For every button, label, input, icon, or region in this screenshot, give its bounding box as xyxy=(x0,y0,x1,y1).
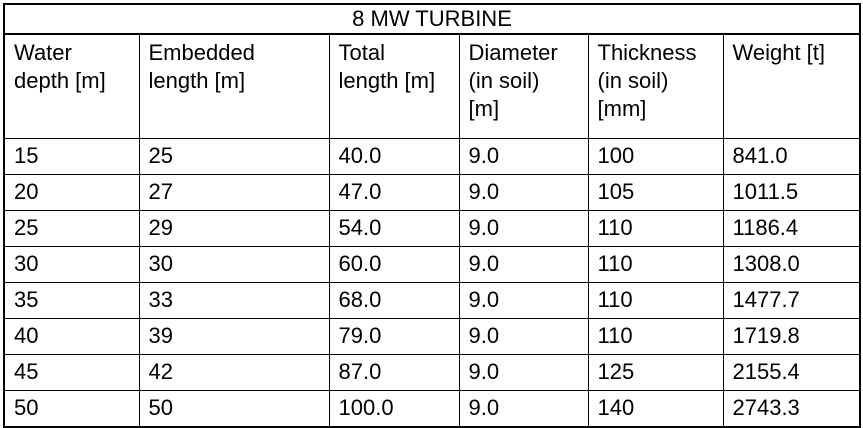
table-cell: 110 xyxy=(587,282,724,319)
header-line: (in soil) xyxy=(597,68,669,93)
table-cell: 9.0 xyxy=(458,174,589,211)
table-cell: 35 xyxy=(3,282,140,319)
header-line: (in soil) xyxy=(468,68,540,93)
table-title: 8 MW TURBINE xyxy=(3,3,861,35)
table-cell: 25 xyxy=(3,210,140,247)
table-cell: 140 xyxy=(587,390,724,428)
table-cell: 2155.4 xyxy=(722,354,861,391)
table-cell: 110 xyxy=(587,246,724,283)
table-row: 30 30 60.0 9.0 110 1308.0 xyxy=(3,246,861,283)
column-header-water-depth: Water depth [m] xyxy=(3,33,140,139)
table-cell: 54.0 xyxy=(328,210,460,247)
table-cell: 40.0 xyxy=(328,138,460,175)
table-row: 35 33 68.0 9.0 110 1477.7 xyxy=(3,282,861,319)
column-header-embedded-length: Embedded length [m] xyxy=(138,33,330,139)
table-row: 40 39 79.0 9.0 110 1719.8 xyxy=(3,318,861,355)
table-cell: 27 xyxy=(138,174,330,211)
table-cell: 79.0 xyxy=(328,318,460,355)
column-header-thickness: Thickness (in soil) [mm] xyxy=(587,33,724,139)
table-cell: 125 xyxy=(587,354,724,391)
table-cell: 29 xyxy=(138,210,330,247)
header-line: Thickness xyxy=(597,40,697,65)
table-row: 50 50 100.0 9.0 140 2743.3 xyxy=(3,390,861,428)
title-row: 8 MW TURBINE xyxy=(3,3,861,35)
header-line: length [m] xyxy=(148,68,246,93)
column-header-total-length: Total length [m] xyxy=(328,33,460,139)
table-cell: 1011.5 xyxy=(722,174,861,211)
table-row: 15 25 40.0 9.0 100 841.0 xyxy=(3,138,861,175)
table-cell: 841.0 xyxy=(722,138,861,175)
table-cell: 39 xyxy=(138,318,330,355)
table-cell: 9.0 xyxy=(458,282,589,319)
table-cell: 60.0 xyxy=(328,246,460,283)
table-cell: 2743.3 xyxy=(722,390,861,428)
header-line: Total xyxy=(338,40,385,65)
table-cell: 1477.7 xyxy=(722,282,861,319)
table-cell: 42 xyxy=(138,354,330,391)
header-line: [m] xyxy=(468,96,500,121)
table-cell: 9.0 xyxy=(458,246,589,283)
table-cell: 100 xyxy=(587,138,724,175)
table-cell: 68.0 xyxy=(328,282,460,319)
table-cell: 30 xyxy=(3,246,140,283)
header-line: Water xyxy=(14,40,72,65)
table-cell: 50 xyxy=(3,390,140,428)
table-cell: 110 xyxy=(587,318,724,355)
header-line: depth [m] xyxy=(14,68,106,93)
table-cell: 30 xyxy=(138,246,330,283)
table-cell: 20 xyxy=(3,174,140,211)
table-cell: 9.0 xyxy=(458,210,589,247)
table-cell: 1719.8 xyxy=(722,318,861,355)
table-cell: 9.0 xyxy=(458,354,589,391)
table-cell: 25 xyxy=(138,138,330,175)
turbine-spec-table-container: 8 MW TURBINE Water depth [m] Embedded le… xyxy=(3,3,862,428)
header-line: Diameter xyxy=(468,40,558,65)
header-row: Water depth [m] Embedded length [m] Tota… xyxy=(3,33,861,139)
table-row: 45 42 87.0 9.0 125 2155.4 xyxy=(3,354,861,391)
header-line: Weight [t] xyxy=(732,40,826,65)
table-cell: 15 xyxy=(3,138,140,175)
column-header-weight: Weight [t] xyxy=(722,33,861,139)
table-cell: 105 xyxy=(587,174,724,211)
table-cell: 100.0 xyxy=(328,390,460,428)
table-cell: 9.0 xyxy=(458,390,589,428)
table-cell: 50 xyxy=(138,390,330,428)
table-cell: 45 xyxy=(3,354,140,391)
table-cell: 40 xyxy=(3,318,140,355)
header-line: length [m] xyxy=(338,68,436,93)
table-cell: 33 xyxy=(138,282,330,319)
header-line: Embedded xyxy=(148,40,255,65)
table-cell: 1186.4 xyxy=(722,210,861,247)
table-cell: 9.0 xyxy=(458,138,589,175)
table-cell: 110 xyxy=(587,210,724,247)
table-cell: 47.0 xyxy=(328,174,460,211)
table-cell: 87.0 xyxy=(328,354,460,391)
header-line: [mm] xyxy=(597,96,647,121)
column-header-diameter: Diameter (in soil) [m] xyxy=(458,33,589,139)
turbine-spec-table: 8 MW TURBINE Water depth [m] Embedded le… xyxy=(3,3,862,428)
table-row: 25 29 54.0 9.0 110 1186.4 xyxy=(3,210,861,247)
table-row: 20 27 47.0 9.0 105 1011.5 xyxy=(3,174,861,211)
table-cell: 1308.0 xyxy=(722,246,861,283)
table-cell: 9.0 xyxy=(458,318,589,355)
